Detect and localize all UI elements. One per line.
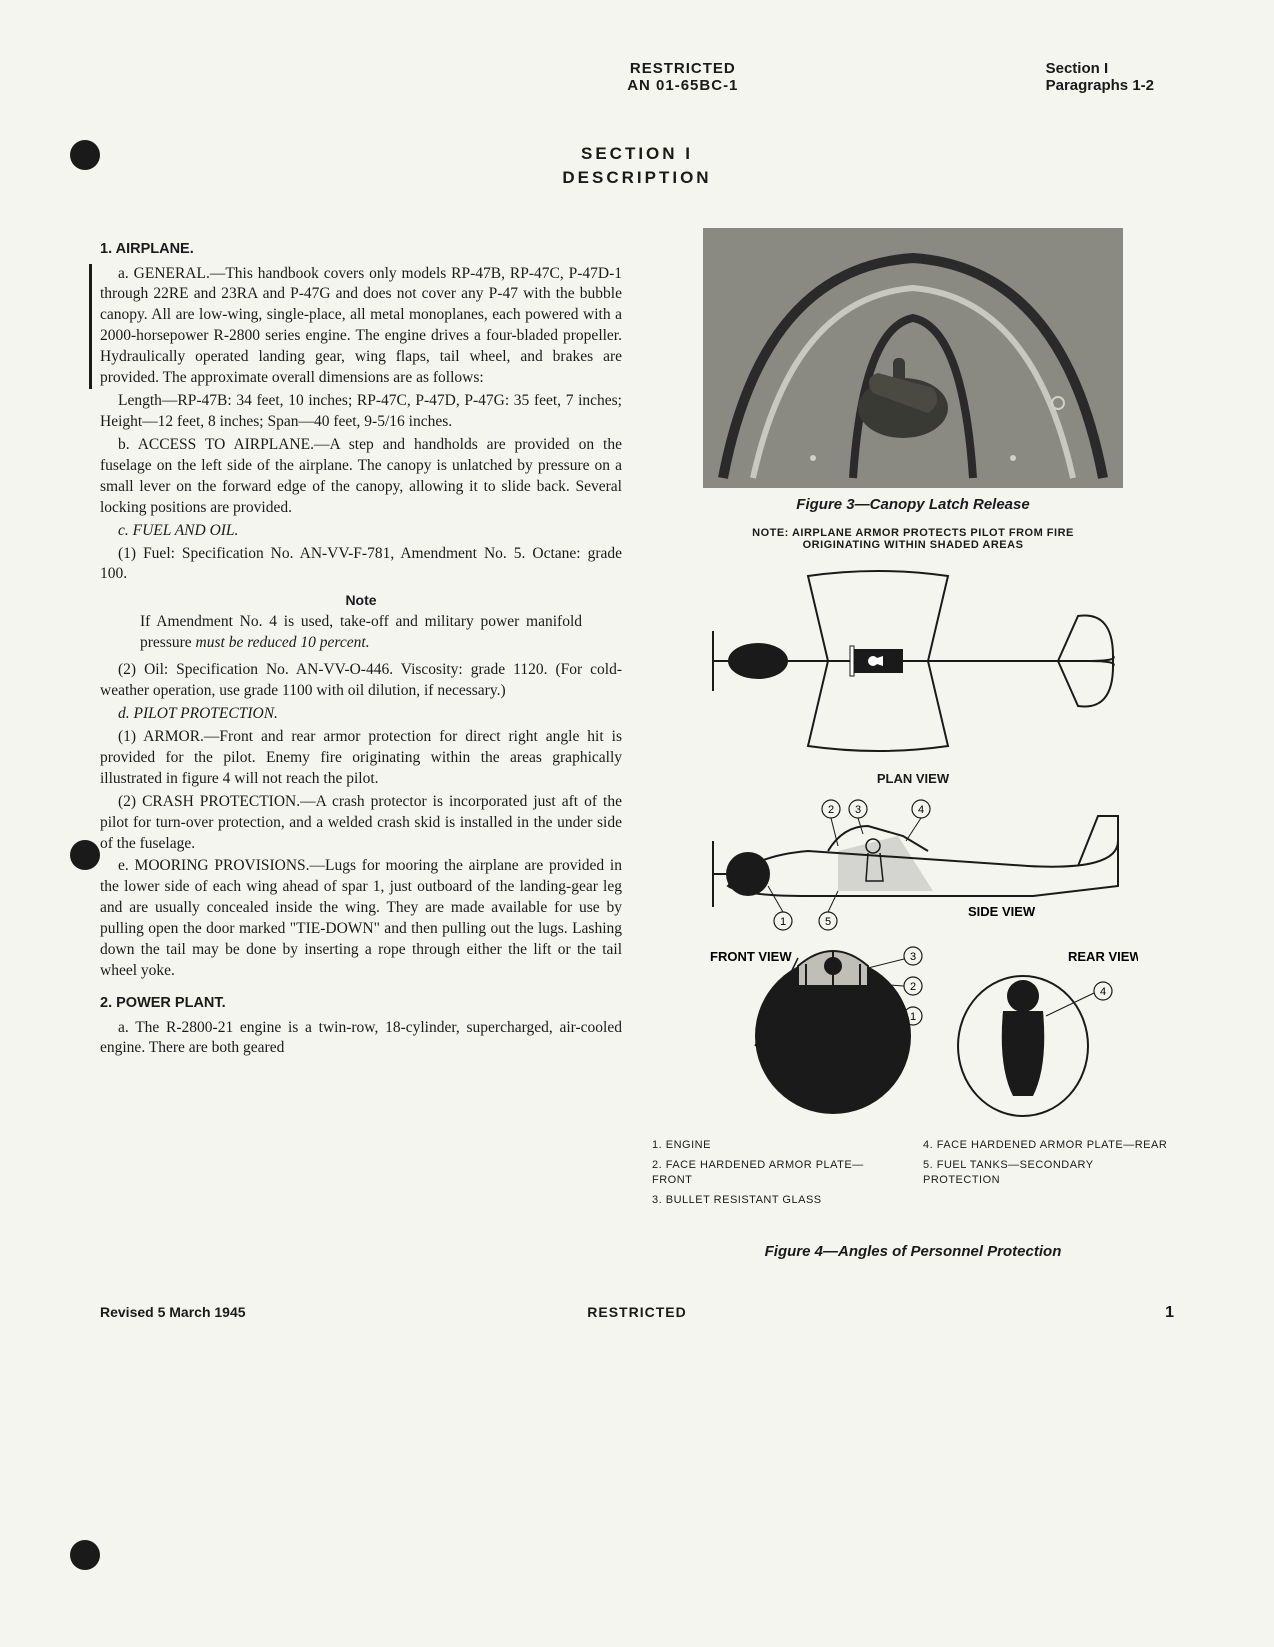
svg-text:3: 3	[910, 951, 916, 963]
note-body: If Amendment No. 4 is used, take-off and…	[140, 612, 582, 654]
para-2a: a. The R-2800-21 engine is a twin-row, 1…	[100, 1018, 622, 1060]
para-1c1: (1) Fuel: Specification No. AN-VV-F-781,…	[100, 544, 622, 586]
svg-text:REAR VIEW: REAR VIEW	[1068, 949, 1138, 964]
legend-2: 2. FACE HARDENED ARMOR PLATE—FRONT	[652, 1158, 903, 1187]
plan-view-label: PLAN VIEW	[652, 771, 1174, 786]
legend-4: 4. FACE HARDENED ARMOR PLATE—REAR	[923, 1138, 1174, 1152]
heading-2: 2. POWER PLANT.	[100, 994, 622, 1014]
legend-3: 3. BULLET RESISTANT GLASS	[652, 1193, 903, 1207]
figure-4: NOTE: AIRPLANE ARMOR PROTECTS PILOT FROM…	[652, 527, 1174, 1260]
section-label: Section I	[1046, 60, 1154, 77]
para-1c: c. FUEL AND OIL.	[100, 521, 622, 542]
footer-classification: RESTRICTED	[587, 1304, 686, 1320]
svg-text:1: 1	[780, 916, 786, 928]
para-1d: d. PILOT PROTECTION.	[100, 704, 622, 725]
figure-3: Figure 3—Canopy Latch Release	[652, 228, 1174, 513]
classification-top: RESTRICTED	[320, 60, 1046, 77]
legend-5: 5. FUEL TANKS—SECONDARY PROTECTION	[923, 1158, 1174, 1187]
punch-hole	[70, 140, 100, 170]
figure-3-caption: Figure 3—Canopy Latch Release	[652, 496, 1174, 513]
right-column: Figure 3—Canopy Latch Release NOTE: AIRP…	[652, 228, 1174, 1274]
heading-1: 1. AIRPLANE.	[100, 240, 622, 260]
punch-hole	[70, 840, 100, 870]
figure-4-note: NOTE: AIRPLANE ARMOR PROTECTS PILOT FROM…	[652, 527, 1174, 551]
page-header: RESTRICTED AN 01-65BC-1 Section I Paragr…	[100, 60, 1174, 94]
para-1a-dims: Length—RP-47B: 34 feet, 10 inches; RP-47…	[100, 391, 622, 433]
svg-text:2: 2	[910, 981, 916, 993]
plan-view-diagram	[698, 561, 1128, 771]
header-right: Section I Paragraphs 1-2	[1046, 60, 1154, 94]
side-view-label-svg: SIDE VIEW	[968, 904, 1036, 919]
legend-col-left: 1. ENGINE 2. FACE HARDENED ARMOR PLATE—F…	[652, 1138, 903, 1213]
figure-4-legend: 1. ENGINE 2. FACE HARDENED ARMOR PLATE—F…	[652, 1138, 1174, 1213]
content-columns: 1. AIRPLANE. a. GENERAL.—This handbook c…	[100, 228, 1174, 1274]
legend-col-right: 4. FACE HARDENED ARMOR PLATE—REAR 5. FUE…	[923, 1138, 1174, 1213]
header-center: RESTRICTED AN 01-65BC-1	[320, 60, 1046, 94]
note-title: Note	[100, 591, 622, 610]
para-1e: e. MOORING PROVISIONS.—Lugs for mooring …	[100, 856, 622, 982]
left-column: 1. AIRPLANE. a. GENERAL.—This handbook c…	[100, 228, 622, 1274]
svg-text:1: 1	[910, 1011, 916, 1023]
section-subtitle: DESCRIPTION	[100, 168, 1174, 188]
footer-revised: Revised 5 March 1945	[100, 1304, 246, 1320]
punch-hole	[70, 1540, 100, 1570]
legend-1: 1. ENGINE	[652, 1138, 903, 1152]
footer-page-number: 1	[1165, 1304, 1174, 1322]
svg-text:2: 2	[828, 804, 834, 816]
doc-number: AN 01-65BC-1	[320, 77, 1046, 94]
change-bar: a. GENERAL.—This handbook covers only mo…	[89, 264, 622, 390]
para-1d1: (1) ARMOR.—Front and rear armor protecti…	[100, 727, 622, 790]
para-1c2: (2) Oil: Specification No. AN-VV-O-446. …	[100, 660, 622, 702]
svg-text:3: 3	[855, 804, 861, 816]
svg-text:4: 4	[1100, 986, 1106, 998]
para-1d2: (2) CRASH PROTECTION.—A crash protector …	[100, 792, 622, 855]
figure-4-caption: Figure 4—Angles of Personnel Protection	[652, 1243, 1174, 1260]
figure-3-image	[703, 228, 1123, 488]
paragraphs-label: Paragraphs 1-2	[1046, 77, 1154, 94]
svg-text:4: 4	[918, 804, 924, 816]
side-front-rear-diagram: 1 5 2 3 4 SIDE VIEW FRONT VIEW	[688, 786, 1138, 1126]
para-1b: b. ACCESS TO AIRPLANE.—A step and handho…	[100, 435, 622, 519]
section-title: SECTION I	[100, 144, 1174, 164]
page-footer: Revised 5 March 1945 RESTRICTED 1	[100, 1304, 1174, 1322]
para-1a: a. GENERAL.—This handbook covers only mo…	[100, 264, 622, 390]
svg-text:FRONT VIEW: FRONT VIEW	[710, 949, 792, 964]
svg-text:5: 5	[825, 916, 831, 928]
